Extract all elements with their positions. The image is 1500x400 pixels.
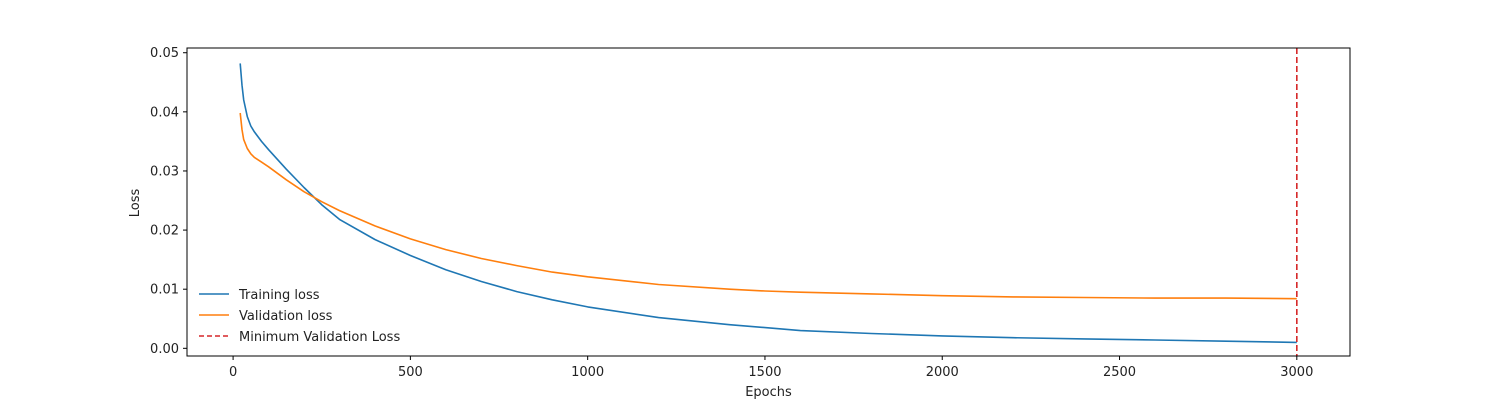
legend-label-training-loss: Training loss (238, 288, 320, 303)
y-tick-label: 0.00 (150, 342, 179, 357)
y-tick-label: 0.02 (150, 224, 179, 239)
legend: Training loss Validation loss Minimum Vali… (199, 288, 400, 345)
legend-label-validation-loss: Validation loss (239, 309, 333, 324)
x-axis-label: Epochs (745, 385, 792, 400)
x-tick-label: 2500 (1103, 365, 1136, 380)
x-tick-label: 1000 (571, 365, 604, 380)
x-tick-label: 0 (229, 365, 237, 380)
y-tick-label: 0.05 (150, 46, 179, 61)
series-line-training-loss (239, 63, 1297, 344)
legend-label-minimum-validation-loss: Minimum Validation Loss (239, 330, 400, 345)
x-axis: 0 500 1000 1500 2000 2500 3000 (229, 356, 1313, 380)
x-tick-label: 1500 (748, 365, 781, 380)
y-tick-label: 0.01 (150, 283, 179, 298)
plot-area (239, 48, 1298, 356)
axes-frame (186, 47, 1351, 357)
x-tick-label: 2000 (926, 365, 959, 380)
x-tick-label: 3000 (1280, 365, 1313, 380)
y-axis-label: Loss (128, 189, 143, 218)
y-tick-label: 0.03 (150, 164, 179, 179)
y-axis: 0.00 0.01 0.02 0.03 0.04 0.05 (150, 46, 187, 357)
series-line-validation-loss (239, 112, 1297, 300)
x-tick-label: 500 (398, 365, 423, 380)
y-tick-label: 0.04 (150, 105, 179, 120)
